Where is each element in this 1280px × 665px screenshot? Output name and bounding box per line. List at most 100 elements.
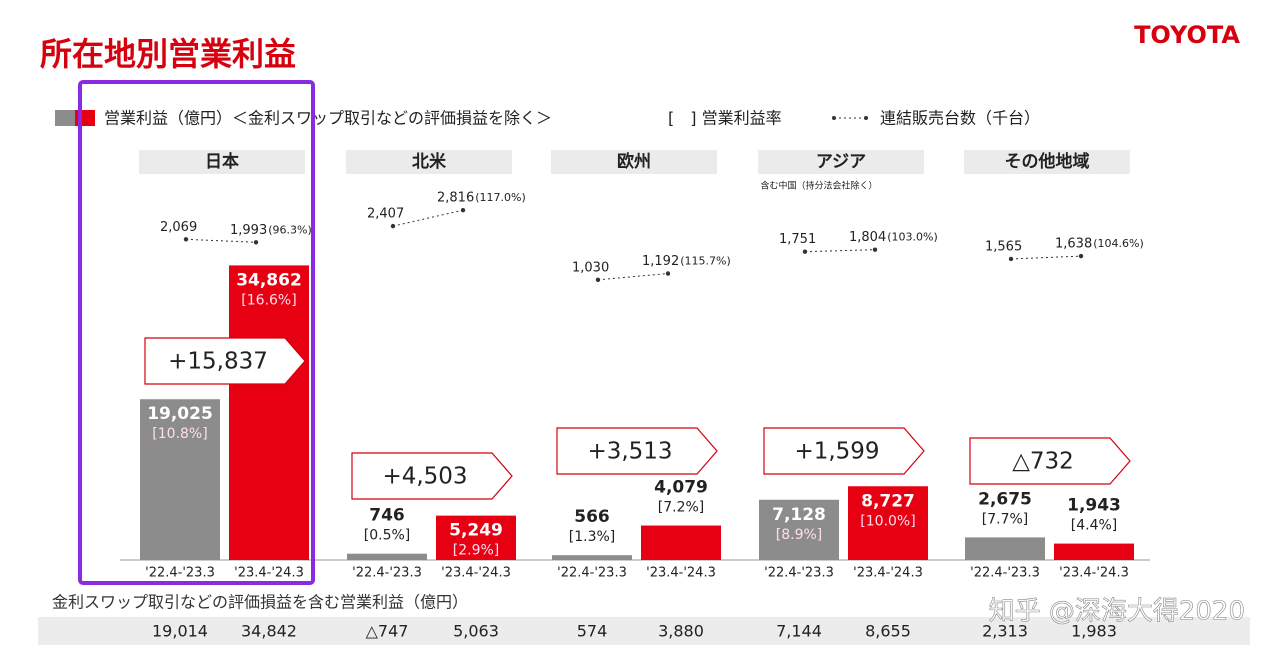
bar — [965, 537, 1045, 560]
value-label: 566 — [574, 507, 610, 527]
units-dot — [1008, 256, 1014, 262]
category-label: '23.4-'24.3 — [441, 566, 511, 581]
change-box — [144, 337, 306, 385]
change-box — [763, 427, 925, 475]
panel-header — [346, 150, 512, 174]
panel-title: その他地域 — [1005, 151, 1090, 172]
footer-value: 574 — [577, 622, 608, 641]
units-dot — [872, 247, 878, 252]
bar — [436, 515, 516, 560]
units-label: 2,816 — [437, 191, 474, 206]
value-label: 7,128 — [772, 505, 826, 525]
category-label: '23.4-'24.3 — [853, 566, 923, 581]
bar — [347, 553, 427, 560]
slide-title: 所在地別営業利益 — [40, 35, 296, 73]
footer-value: 5,063 — [453, 622, 499, 641]
category-label: '22.4-'23.3 — [352, 566, 422, 581]
panel-subtitle: 含む中国（持分法会社除く） — [760, 180, 877, 192]
units-dot — [595, 277, 601, 283]
category-label: '22.4-'23.3 — [557, 566, 627, 581]
panel-header — [964, 150, 1130, 174]
charts: 日本 19,025 [10.8%] '22.4-'23.3 19,014 34,862 [1… — [139, 150, 1144, 641]
legend-units-dot — [832, 116, 836, 120]
units-dot — [1078, 253, 1084, 259]
bar — [641, 525, 721, 560]
bar — [848, 486, 928, 560]
value-label: 8,727 — [861, 491, 915, 511]
units-label: 2,407 — [367, 207, 404, 222]
value-label: 746 — [369, 506, 405, 526]
watermark: 知乎 @深海大得2020 — [989, 597, 1245, 627]
bar — [552, 555, 632, 560]
units-dot — [802, 249, 808, 254]
units-dot — [460, 207, 466, 213]
units-ratio: (103.0%) — [887, 231, 938, 244]
footer-band — [38, 617, 1250, 645]
legend-margin: [ ] 営業利益率 — [668, 109, 782, 128]
units-line — [597, 273, 669, 281]
units-label: 1,804 — [849, 230, 886, 245]
units-line — [185, 238, 257, 243]
units-label: 1,751 — [779, 232, 816, 247]
change-box — [351, 452, 513, 500]
value-label: 2,675 — [978, 489, 1032, 509]
footer-value: 19,014 — [152, 622, 208, 641]
panel-header — [139, 150, 305, 174]
legend-units-dot — [864, 116, 868, 120]
category-label: '22.4-'23.3 — [145, 566, 215, 581]
margin-label: [10.8%] — [152, 426, 207, 442]
units-ratio: (104.6%) — [1093, 237, 1144, 250]
units-line — [804, 249, 876, 253]
category-label: '22.4-'23.3 — [764, 566, 834, 581]
category-label: '23.4-'24.3 — [646, 566, 716, 581]
margin-label: [16.6%] — [241, 292, 296, 308]
bar — [140, 399, 220, 560]
margin-label: [2.9%] — [453, 543, 500, 559]
units-label: 2,069 — [160, 220, 197, 235]
units-ratio: (115.7%) — [680, 255, 731, 268]
bar — [229, 265, 309, 560]
margin-label: [1.3%] — [569, 529, 616, 545]
category-label: '23.4-'24.3 — [1059, 566, 1129, 581]
panel-header — [758, 150, 924, 174]
change-label: +15,837 — [168, 349, 268, 375]
value-label: 19,025 — [147, 404, 213, 424]
value-label: 1,943 — [1067, 496, 1121, 516]
footer-value: 1,983 — [1071, 622, 1117, 641]
category-label: '23.4-'24.3 — [234, 566, 304, 581]
units-dot — [390, 223, 396, 229]
category-label: '22.4-'23.3 — [970, 566, 1040, 581]
highlight-frame — [78, 80, 315, 585]
bar — [1054, 543, 1134, 560]
change-box — [969, 437, 1131, 485]
footer-value: 3,880 — [658, 622, 704, 641]
value-label: 4,079 — [654, 478, 708, 498]
panel-title: アジア — [816, 152, 866, 172]
footer-value: △747 — [366, 622, 409, 641]
units-ratio: (117.0%) — [475, 191, 526, 204]
units-label: 1,192 — [642, 254, 679, 269]
panel-header — [551, 150, 717, 174]
change-label: +4,503 — [382, 464, 467, 490]
value-label: 34,862 — [236, 270, 302, 290]
footer-value: 2,313 — [982, 622, 1028, 641]
footer-value: 34,842 — [241, 622, 297, 641]
panel-title: 日本 — [205, 151, 239, 172]
footer-caption: 金利スワップ取引などの評価損益を含む営業利益（億円） — [52, 593, 468, 612]
change-label: +3,513 — [587, 439, 672, 465]
units-label: 1,565 — [985, 239, 1022, 254]
bar — [759, 499, 839, 560]
units-dot — [665, 271, 671, 276]
units-dot — [183, 237, 189, 242]
legend-units: 連結販売台数（千台） — [880, 109, 1040, 128]
panel-title: 欧州 — [617, 151, 651, 172]
units-label: 1,638 — [1055, 237, 1092, 252]
margin-label: [10.0%] — [860, 513, 915, 529]
units-line — [392, 209, 464, 227]
units-label: 1,030 — [572, 260, 609, 275]
units-line — [1010, 255, 1082, 260]
legend-swatch-gray — [55, 110, 75, 126]
logo: TOYOTA — [1134, 21, 1240, 49]
units-dot — [253, 240, 259, 245]
